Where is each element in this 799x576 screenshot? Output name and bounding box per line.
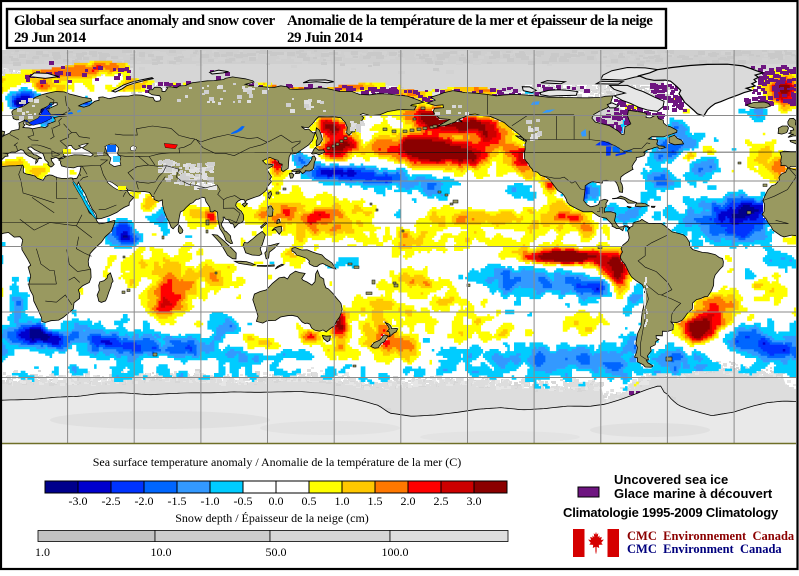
svg-text:29 Jun 2014: 29 Jun 2014 — [14, 30, 87, 46]
svg-text:1.0: 1.0 — [35, 545, 50, 559]
svg-text:Sea surface temperature anomal: Sea surface temperature anomaly / Anomal… — [93, 455, 462, 469]
svg-text:-1.5: -1.5 — [168, 494, 187, 508]
svg-text:0.5: 0.5 — [302, 494, 317, 508]
svg-text:Climatologie 1995-2009 Climato: Climatologie 1995-2009 Climatology — [563, 505, 779, 520]
svg-text:10.0: 10.0 — [151, 545, 172, 559]
svg-text:CMC Environment Canada: CMC Environment Canada — [627, 542, 782, 556]
svg-text:100.0: 100.0 — [382, 545, 409, 559]
svg-text:Anomalie de la température de: Anomalie de la température de la mer et … — [287, 13, 653, 29]
svg-text:CMC Environnement Canada: CMC Environnement Canada — [627, 529, 795, 543]
svg-text:Snow depth / Épaisseur de la n: Snow depth / Épaisseur de la neige (cm) — [175, 511, 369, 525]
svg-text:Glace marine à découvert: Glace marine à découvert — [614, 486, 773, 501]
svg-text:2.5: 2.5 — [434, 494, 449, 508]
svg-text:Uncovered sea ice: Uncovered sea ice — [614, 472, 728, 487]
svg-text:3.0: 3.0 — [467, 494, 482, 508]
svg-text:50.0: 50.0 — [266, 545, 287, 559]
svg-text:1.0: 1.0 — [335, 494, 350, 508]
svg-text:-3.0: -3.0 — [69, 494, 88, 508]
svg-text:29 Juin 2014: 29 Juin 2014 — [287, 30, 363, 46]
svg-text:1.5: 1.5 — [368, 494, 383, 508]
svg-text:-1.0: -1.0 — [201, 494, 220, 508]
svg-text:-2.5: -2.5 — [102, 494, 121, 508]
svg-text:0.0: 0.0 — [269, 494, 284, 508]
svg-text:-0.5: -0.5 — [234, 494, 253, 508]
svg-text:2.0: 2.0 — [401, 494, 416, 508]
svg-text:-2.0: -2.0 — [135, 494, 154, 508]
svg-text:Global sea surface anomaly and: Global sea surface anomaly and snow cove… — [14, 13, 276, 29]
